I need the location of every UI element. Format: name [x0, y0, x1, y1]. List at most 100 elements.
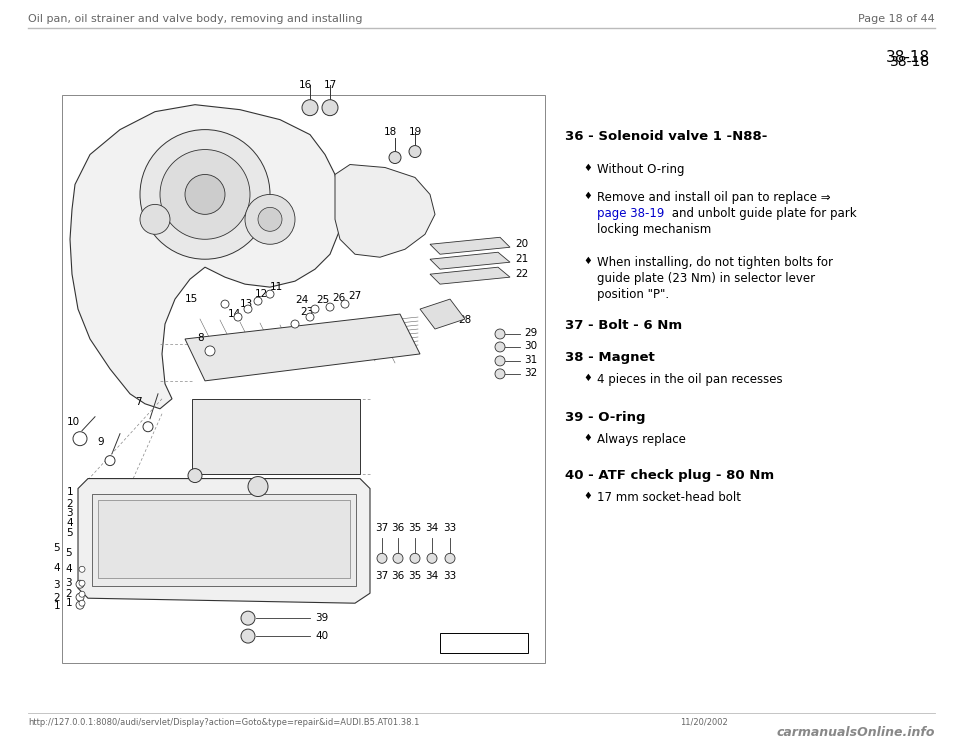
Text: 5: 5	[66, 528, 73, 539]
Circle shape	[105, 456, 115, 465]
Polygon shape	[335, 165, 435, 257]
Text: Oil pan, oil strainer and valve body, removing and installing: Oil pan, oil strainer and valve body, re…	[28, 14, 363, 24]
Polygon shape	[185, 314, 420, 381]
Circle shape	[326, 303, 334, 311]
Text: 29: 29	[524, 328, 538, 338]
Circle shape	[258, 207, 282, 232]
Circle shape	[495, 356, 505, 366]
Circle shape	[79, 591, 85, 597]
Text: 24: 24	[295, 295, 308, 305]
Text: 38: 38	[253, 499, 266, 508]
Circle shape	[76, 593, 84, 601]
Circle shape	[389, 151, 401, 163]
Circle shape	[143, 421, 153, 432]
Text: 38-18: 38-18	[890, 55, 930, 69]
Text: guide plate (23 Nm) in selector lever: guide plate (23 Nm) in selector lever	[597, 272, 815, 285]
Text: Always replace: Always replace	[597, 433, 685, 446]
Text: 8: 8	[197, 333, 204, 343]
Text: 3: 3	[65, 578, 72, 588]
Circle shape	[241, 629, 255, 643]
Text: ♦: ♦	[583, 433, 591, 443]
Text: carmanualsOnline.info: carmanualsOnline.info	[777, 726, 935, 739]
Circle shape	[393, 554, 403, 563]
Text: 28: 28	[458, 315, 471, 325]
Circle shape	[495, 329, 505, 339]
Text: page 38-19: page 38-19	[597, 207, 664, 220]
Text: 22: 22	[515, 269, 528, 279]
Text: 20: 20	[515, 239, 528, 249]
Text: 26: 26	[332, 293, 346, 303]
Text: locking mechanism: locking mechanism	[597, 223, 711, 237]
Text: ♦: ♦	[583, 191, 591, 201]
Polygon shape	[430, 237, 510, 255]
Text: 32: 32	[524, 368, 538, 378]
Text: 36: 36	[392, 571, 404, 581]
Circle shape	[244, 305, 252, 313]
Polygon shape	[78, 479, 370, 603]
Text: position "P".: position "P".	[597, 288, 669, 301]
Text: 40: 40	[315, 631, 328, 641]
Text: ♦: ♦	[583, 256, 591, 266]
Text: When installing, do not tighten bolts for: When installing, do not tighten bolts fo…	[597, 256, 833, 269]
Circle shape	[221, 300, 229, 308]
Text: Page 18 of 44: Page 18 of 44	[858, 14, 935, 24]
Circle shape	[322, 99, 338, 116]
Polygon shape	[430, 267, 510, 284]
Text: and unbolt guide plate for park: and unbolt guide plate for park	[668, 207, 856, 220]
Circle shape	[160, 150, 250, 239]
Text: 5: 5	[54, 543, 60, 554]
Text: 7: 7	[135, 397, 142, 407]
Text: 25: 25	[316, 295, 329, 305]
Text: 15: 15	[185, 294, 199, 304]
Circle shape	[241, 611, 255, 625]
Circle shape	[377, 554, 387, 563]
Text: 30: 30	[524, 341, 538, 351]
Circle shape	[76, 601, 84, 609]
Circle shape	[427, 554, 437, 563]
Circle shape	[409, 145, 421, 157]
Circle shape	[245, 194, 295, 244]
Text: 33: 33	[444, 571, 457, 581]
Text: 3: 3	[66, 508, 73, 519]
Text: 1: 1	[54, 601, 60, 611]
Text: 23: 23	[300, 307, 313, 317]
Text: Without O-ring: Without O-ring	[597, 162, 684, 176]
Circle shape	[76, 580, 84, 588]
Text: 39: 39	[315, 613, 328, 623]
Text: ♦: ♦	[583, 490, 591, 501]
Text: 38 - Magnet: 38 - Magnet	[565, 351, 655, 364]
Text: 11: 11	[270, 282, 283, 292]
Polygon shape	[420, 299, 465, 329]
Text: 2: 2	[54, 593, 60, 603]
Text: 37: 37	[375, 523, 389, 533]
Circle shape	[495, 342, 505, 352]
Text: 35: 35	[408, 571, 421, 581]
FancyBboxPatch shape	[440, 633, 528, 653]
Text: 37 - Bolt - 6 Nm: 37 - Bolt - 6 Nm	[565, 319, 683, 332]
Text: 1: 1	[66, 487, 73, 496]
Text: 36 - Solenoid valve 1 -N88-: 36 - Solenoid valve 1 -N88-	[565, 130, 767, 142]
Circle shape	[445, 554, 455, 563]
Text: 4: 4	[54, 563, 60, 574]
Text: 37: 37	[375, 571, 389, 581]
Text: 27: 27	[348, 291, 361, 301]
Circle shape	[234, 313, 242, 321]
Text: 2: 2	[66, 499, 73, 508]
Text: 36: 36	[392, 523, 404, 533]
Circle shape	[188, 469, 202, 482]
Text: 10: 10	[67, 417, 80, 427]
Text: 33: 33	[444, 523, 457, 533]
Text: 40 - ATF check plug - 80 Nm: 40 - ATF check plug - 80 Nm	[565, 469, 774, 482]
Circle shape	[79, 600, 85, 606]
Text: 4 pieces in the oil pan recesses: 4 pieces in the oil pan recesses	[597, 373, 782, 386]
Text: 2: 2	[65, 589, 72, 600]
Text: 19: 19	[408, 127, 421, 137]
Circle shape	[205, 346, 215, 356]
Text: Remove and install oil pan to replace ⇒: Remove and install oil pan to replace ⇒	[597, 191, 830, 205]
Polygon shape	[430, 252, 510, 269]
Text: ♦: ♦	[583, 162, 591, 172]
Text: 21: 21	[515, 255, 528, 264]
Text: 11/20/2002: 11/20/2002	[680, 718, 728, 727]
Text: 31: 31	[524, 355, 538, 365]
Text: 13: 13	[240, 299, 253, 309]
